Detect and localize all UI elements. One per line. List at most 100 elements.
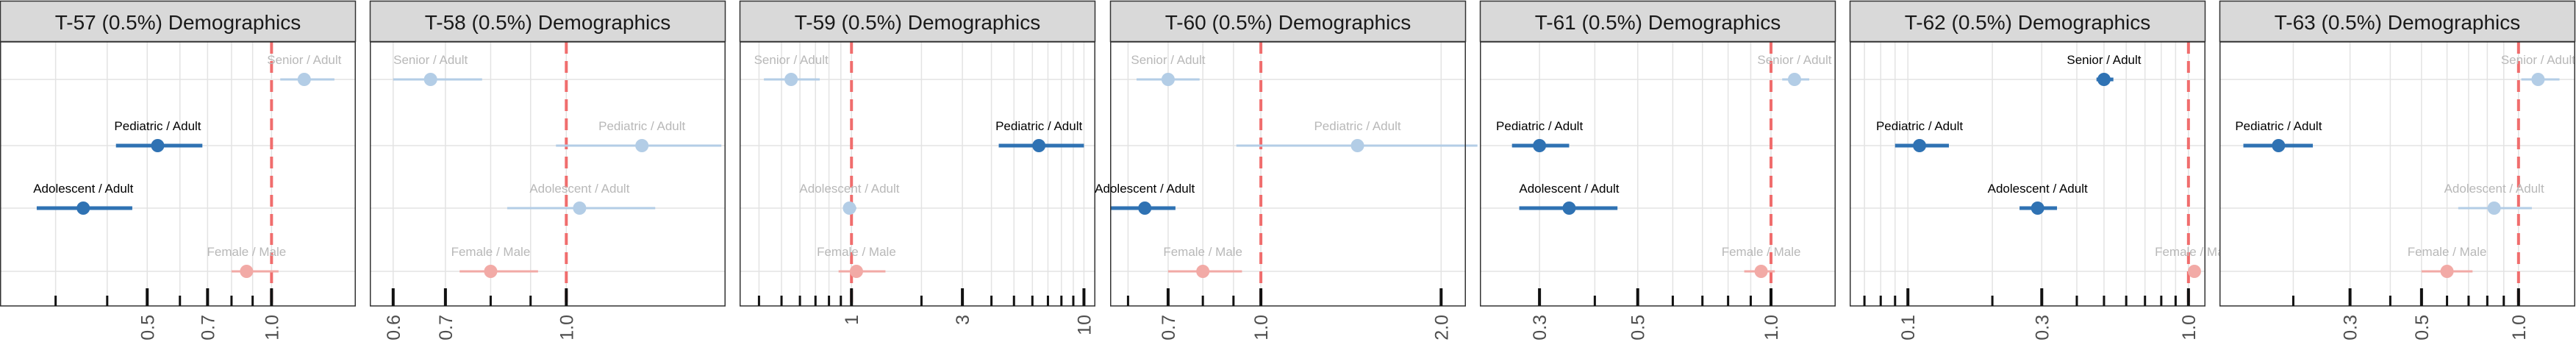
point-label: Adolescent / Adult: [33, 182, 133, 196]
point-estimate: [784, 73, 798, 86]
point-label: Senior / Adult: [2501, 53, 2575, 67]
data-point: Pediatric / Adult: [556, 119, 722, 152]
data-point: Adolescent / Adult: [1519, 182, 1620, 215]
plot-border: [2219, 41, 2575, 307]
panel-title-strip: [2219, 0, 2576, 43]
data-point: Female / Male: [1722, 245, 1801, 278]
point-label: Senior / Adult: [267, 53, 341, 67]
plot-border: [1110, 41, 1466, 307]
x-tick-label: 0.1: [1898, 315, 1919, 340]
x-tick-label: 0.7: [436, 315, 457, 340]
panel-7: T-63 (0.5%) Demographics Senior / Adult Pe…: [2219, 0, 2576, 340]
panel-title-strip: [0, 0, 357, 43]
data-point: Senior / Adult: [267, 53, 342, 86]
point-label: Female / Male: [1163, 245, 1242, 259]
data-point: Pediatric / Adult: [2235, 119, 2322, 152]
x-tick-label: 2.0: [1431, 315, 1452, 340]
data-point: Senior / Adult: [393, 53, 482, 86]
data-point: Female / Male: [207, 245, 287, 278]
point-label: Senior / Adult: [1757, 53, 1831, 67]
plot-area: [1110, 42, 1466, 306]
x-tick-label: 1.0: [557, 315, 577, 340]
panel-title-strip: [369, 0, 726, 43]
point-estimate: [849, 265, 863, 278]
point-label: Pediatric / Adult: [114, 119, 201, 133]
point-label: Adolescent / Adult: [799, 182, 899, 196]
point-label: Senior / Adult: [1131, 53, 1205, 67]
plot-area: [0, 42, 356, 306]
point-estimate: [1913, 139, 1927, 152]
plot-border: [1850, 41, 2205, 307]
x-tick-label: 0.3: [1530, 315, 1550, 340]
panel-title: T-57 (0.5%) Demographics: [55, 11, 301, 34]
plot-border: [370, 41, 726, 307]
x-tick-label: 0.5: [137, 315, 158, 340]
x-tick-label: 1.0: [2509, 315, 2530, 340]
panel-4: T-60 (0.5%) Demographics Senior / Adult Pe…: [1095, 0, 1478, 340]
data-point: Senior / Adult: [1757, 53, 1832, 86]
panel-6: T-62 (0.5%) Demographics Senior / Adult Pe…: [1849, 0, 2234, 340]
plot-border: [0, 41, 356, 307]
data-point: Adolescent / Adult: [33, 182, 134, 215]
point-label: Female / Male: [451, 245, 531, 259]
point-estimate: [151, 139, 165, 152]
panel-title: T-61 (0.5%) Demographics: [1535, 11, 1781, 34]
point-label: Female / Male: [1722, 245, 1801, 259]
point-estimate: [2031, 202, 2044, 215]
x-tick-label: 1.0: [1251, 315, 1272, 340]
x-tick-label: 0.6: [384, 315, 404, 340]
point-estimate: [1138, 202, 1152, 215]
data-point: Female / Male: [451, 245, 538, 278]
point-estimate: [1196, 265, 1210, 278]
panel-2: T-58 (0.5%) Demographics Senior / Adult Pe…: [369, 0, 726, 340]
point-estimate: [297, 73, 311, 86]
point-estimate: [423, 73, 437, 86]
point-label: Adolescent / Adult: [2444, 182, 2544, 196]
plot-border: [740, 41, 1095, 307]
point-estimate: [2440, 265, 2454, 278]
data-point: Adolescent / Adult: [2444, 182, 2544, 215]
panel-title: T-63 (0.5%) Demographics: [2275, 11, 2521, 34]
x-tick-label: 1.0: [2179, 315, 2200, 340]
point-label: Female / Male: [817, 245, 896, 259]
data-point: Senior / Adult: [2501, 53, 2575, 86]
point-label: Pediatric / Adult: [1314, 119, 1400, 133]
point-label: Adolescent / Adult: [529, 182, 629, 196]
point-estimate: [1562, 202, 1576, 215]
x-tick-label: 0.5: [1628, 315, 1649, 340]
x-tick-label: 0.5: [2412, 315, 2433, 340]
data-point: Female / Male: [1163, 245, 1242, 278]
panel-title: T-58 (0.5%) Demographics: [425, 11, 671, 34]
point-label: Female / Male: [207, 245, 287, 259]
x-tick-label: 1.0: [262, 315, 282, 340]
data-point: Adolescent / Adult: [799, 182, 900, 215]
point-label: Senior / Adult: [393, 53, 468, 67]
point-label: Female / Male: [2155, 245, 2234, 259]
point-estimate: [1161, 73, 1175, 86]
point-estimate: [1032, 139, 1046, 152]
point-estimate: [240, 265, 254, 278]
panel-5: T-61 (0.5%) Demographics Senior / Adult Pe…: [1479, 0, 1836, 340]
panel-3: T-59 (0.5%) Demographics Senior / Adult Pe…: [739, 0, 1096, 335]
point-label: Pediatric / Adult: [1496, 119, 1583, 133]
point-estimate: [76, 202, 90, 215]
data-point: Pediatric / Adult: [1496, 119, 1583, 152]
data-point: Adolescent / Adult: [1988, 182, 2088, 215]
point-label: Pediatric / Adult: [995, 119, 1082, 133]
panel-title: T-62 (0.5%) Demographics: [1905, 11, 2151, 34]
panel-title-strip: [1109, 0, 1467, 43]
plot-border: [1480, 41, 1836, 307]
point-estimate: [2187, 265, 2201, 278]
point-label: Pediatric / Adult: [1876, 119, 1963, 133]
data-point: Senior / Adult: [1131, 53, 1206, 86]
panel-1: T-57 (0.5%) Demographics Senior / Adult Pe…: [0, 0, 357, 340]
panel-title: T-60 (0.5%) Demographics: [1165, 11, 1412, 34]
panel-title-strip: [1479, 0, 1836, 43]
plot-area: [1480, 42, 1836, 306]
x-tick-label: 0.3: [2032, 315, 2053, 340]
point-label: Adolescent / Adult: [1988, 182, 2088, 196]
plot-area: [740, 42, 1095, 306]
x-tick-label: 1.0: [1761, 315, 1782, 340]
point-estimate: [2487, 202, 2501, 215]
